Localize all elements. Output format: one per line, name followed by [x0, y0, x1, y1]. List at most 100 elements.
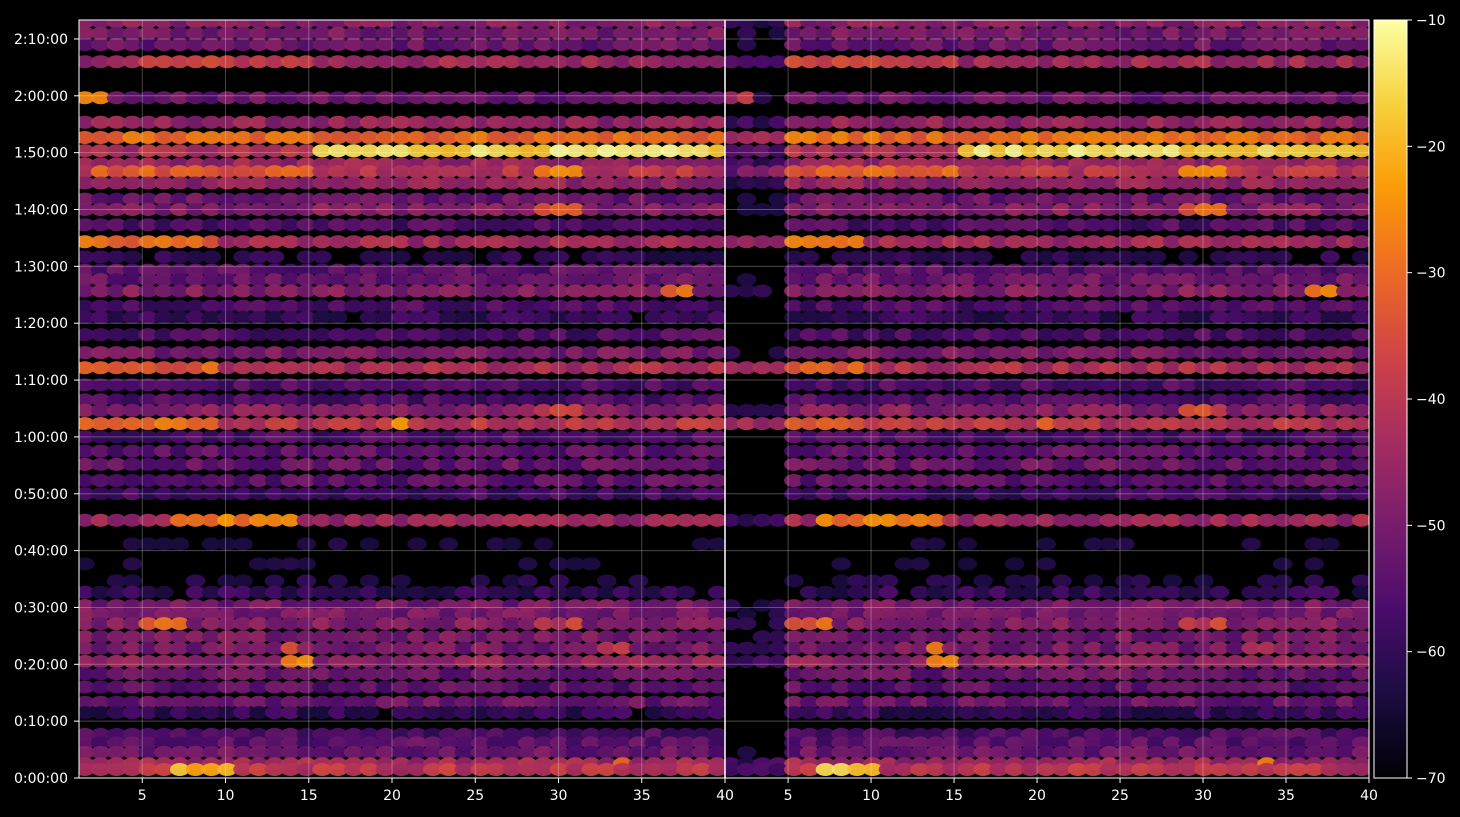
- heatmap-cell: [328, 165, 348, 179]
- heatmap-cell: [407, 487, 427, 501]
- heatmap-cell: [1320, 144, 1340, 158]
- heatmap-cell: [280, 235, 301, 249]
- heatmap-cell: [122, 235, 143, 249]
- heatmap-cell: [1320, 299, 1340, 313]
- heatmap-cell: [989, 607, 1009, 621]
- heatmap-cell: [391, 695, 412, 709]
- colorbar-tick-label: −50: [1416, 518, 1446, 534]
- heatmap-cell: [79, 20, 95, 29]
- heatmap-cell: [878, 311, 899, 324]
- heatmap-cell: [375, 361, 396, 375]
- heatmap-cell: [264, 203, 285, 216]
- heatmap-cell: [862, 346, 883, 360]
- heatmap-cell: [628, 115, 649, 129]
- heatmap-cell: [1225, 203, 1246, 216]
- heatmap-cell: [154, 165, 174, 179]
- heatmap-cell: [1209, 403, 1230, 417]
- heatmap-cell: [1288, 695, 1309, 709]
- heatmap-cell: [264, 706, 285, 720]
- heatmap-cell: [169, 218, 190, 232]
- heatmap-cell: [941, 299, 962, 313]
- heatmap-cell: [1036, 192, 1056, 206]
- heatmap-cell: [79, 299, 95, 313]
- heatmap-cell: [201, 736, 222, 750]
- heatmap-cell: [138, 474, 158, 487]
- heatmap-cell: [1083, 513, 1104, 527]
- heatmap-cell: [973, 346, 993, 360]
- heatmap-cell: [799, 444, 820, 458]
- heatmap-cell: [1115, 250, 1135, 264]
- heatmap-cell: [831, 585, 851, 599]
- heatmap-cell: [391, 346, 412, 360]
- heatmap-cell: [784, 430, 804, 444]
- heatmap-cell: [1178, 417, 1198, 431]
- heatmap-cell: [581, 695, 601, 709]
- heatmap-cell: [454, 235, 475, 249]
- heatmap-cell: [1272, 165, 1293, 179]
- heatmap-cell: [910, 393, 930, 407]
- heatmap-cell: [878, 131, 899, 144]
- heatmap-cell: [597, 346, 617, 360]
- heatmap-cell: [201, 346, 222, 360]
- heatmap-cell: [910, 537, 930, 551]
- heatmap-cell: [407, 176, 427, 190]
- heatmap-cell: [217, 144, 237, 158]
- heatmap-cell: [375, 55, 396, 69]
- heatmap-cell: [1083, 706, 1104, 720]
- heatmap-cell: [676, 513, 696, 527]
- heatmap-cell: [312, 55, 332, 69]
- heatmap-cell: [79, 417, 95, 431]
- heatmap-cell: [1131, 617, 1151, 631]
- heatmap-cell: [597, 430, 617, 444]
- heatmap-cell: [957, 695, 978, 709]
- heatmap-cell: [343, 630, 364, 644]
- heatmap-cell: [1288, 736, 1309, 750]
- heatmap-cell: [517, 144, 538, 158]
- heatmap-cell: [1004, 273, 1025, 287]
- heatmap-cell: [910, 299, 930, 313]
- heatmap-cell: [1052, 144, 1072, 158]
- heatmap-cell: [628, 284, 649, 298]
- heatmap-cell: [784, 417, 804, 431]
- heatmap-cell: [1320, 361, 1340, 375]
- heatmap-cell: [1020, 361, 1041, 375]
- heatmap-cell: [799, 192, 820, 206]
- heatmap-cell: [407, 617, 427, 631]
- heatmap-cell: [154, 26, 174, 40]
- heatmap-cell: [1052, 273, 1072, 287]
- heatmap-cell: [941, 203, 962, 216]
- heatmap-cell: [957, 218, 978, 232]
- heatmap-cell: [264, 487, 285, 501]
- heatmap-cell: [894, 457, 915, 471]
- heatmap-cell: [628, 38, 649, 52]
- heatmap-cell: [957, 311, 978, 324]
- heatmap-cell: [502, 487, 522, 501]
- heatmap-cell: [1052, 165, 1072, 179]
- heatmap-cell: [296, 346, 317, 360]
- heatmap-cell: [815, 417, 836, 431]
- heatmap-cell: [375, 487, 396, 501]
- heatmap-cell: [660, 55, 680, 69]
- heatmap-cell: [1225, 55, 1246, 69]
- heatmap-cell: [1115, 378, 1135, 392]
- heatmap-cell: [328, 55, 348, 69]
- heatmap-cell: [1083, 617, 1104, 631]
- heatmap-cell: [644, 346, 664, 360]
- heatmap-cell: [957, 393, 978, 407]
- heatmap-cell: [691, 457, 712, 471]
- heatmap-cell: [784, 403, 804, 417]
- heatmap-cell: [1351, 667, 1369, 681]
- heatmap-cell: [752, 165, 773, 179]
- heatmap-cell: [122, 361, 143, 375]
- heatmap-cell: [628, 192, 649, 206]
- heatmap-cell: [169, 115, 190, 129]
- y-tick-label: 0:40:00: [14, 544, 68, 560]
- heatmap-cell: [862, 417, 883, 431]
- heatmap-cell: [233, 617, 253, 631]
- heatmap-cell: [926, 617, 946, 631]
- heatmap-cell: [878, 487, 899, 501]
- heatmap-cell: [79, 513, 95, 527]
- heatmap-cell: [1194, 667, 1214, 681]
- heatmap-cell: [1131, 235, 1151, 249]
- heatmap-cell: [486, 20, 506, 29]
